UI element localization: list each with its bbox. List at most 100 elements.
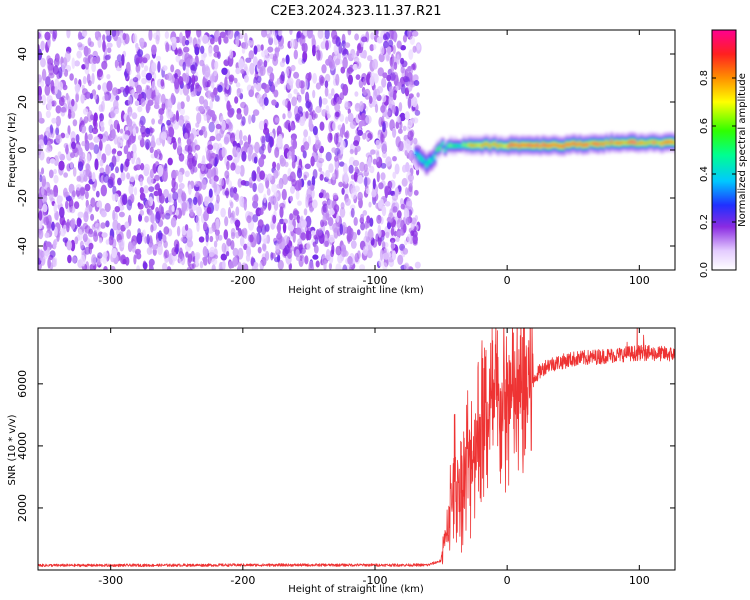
- noise-blob: [282, 173, 289, 186]
- noise-blob: [284, 244, 290, 255]
- signal-cell: [425, 163, 429, 167]
- noise-blob: [144, 215, 150, 223]
- noise-blob: [327, 216, 334, 227]
- noise-blob: [111, 30, 117, 37]
- noise-blob: [357, 191, 363, 201]
- signal-cell: [517, 145, 521, 148]
- noise-blob: [182, 84, 190, 96]
- noise-blob: [111, 155, 117, 168]
- noise-blob: [342, 57, 348, 69]
- noise-blob: [97, 84, 101, 91]
- signal-cell: [523, 144, 527, 147]
- noise-blob: [300, 219, 307, 228]
- noise-blob: [269, 72, 275, 82]
- noise-blob: [380, 172, 386, 181]
- noise-blob: [45, 76, 51, 87]
- noise-blob: [370, 32, 375, 40]
- noise-blob: [263, 97, 269, 106]
- noise-blob: [145, 200, 151, 208]
- noise-blob: [180, 101, 185, 109]
- signal-cell: [451, 145, 455, 148]
- noise-blob: [41, 186, 45, 196]
- noise-blob: [196, 206, 203, 217]
- noise-blob: [283, 235, 290, 245]
- noise-blob: [174, 73, 178, 79]
- noise-blob: [92, 56, 98, 64]
- noise-blob: [241, 227, 248, 236]
- noise-blob: [295, 78, 302, 89]
- colorbar-tick-label: 0.6: [699, 118, 710, 134]
- noise-blob: [354, 33, 359, 41]
- noise-blob: [239, 164, 245, 177]
- signal-cell: [462, 143, 466, 146]
- noise-blob: [412, 30, 419, 37]
- noise-blob: [203, 210, 209, 222]
- noise-blob: [206, 89, 210, 99]
- noise-blob: [142, 57, 148, 64]
- noise-blob: [400, 57, 405, 65]
- noise-blob: [334, 158, 339, 171]
- signal-cell: [538, 145, 543, 148]
- noise-blob: [94, 158, 99, 171]
- noise-blob: [305, 91, 310, 104]
- noise-blob: [236, 112, 243, 120]
- noise-blob: [337, 253, 343, 264]
- noise-blob: [304, 255, 309, 265]
- noise-blob: [315, 82, 321, 90]
- noise-blob: [52, 258, 58, 268]
- noise-blob: [52, 192, 58, 198]
- noise-blob: [47, 63, 52, 71]
- noise-blob: [326, 110, 331, 120]
- noise-blob: [116, 36, 122, 49]
- noise-blob: [71, 98, 75, 107]
- noise-blob: [186, 228, 193, 238]
- noise-blob: [355, 74, 361, 80]
- noise-blob: [211, 258, 218, 266]
- signal-cell: [493, 143, 498, 146]
- noise-blob: [236, 147, 242, 159]
- noise-blob: [264, 122, 268, 131]
- noise-blob: [66, 221, 70, 233]
- noise-blob: [398, 102, 403, 112]
- noise-blob: [359, 264, 366, 270]
- noise-blob: [375, 139, 381, 146]
- noise-blob: [38, 85, 42, 97]
- noise-blob: [105, 143, 112, 156]
- noise-blob: [38, 74, 43, 83]
- noise-blob: [57, 81, 64, 91]
- noise-blob: [333, 204, 340, 213]
- signal-cell: [472, 144, 476, 147]
- noise-blob: [267, 46, 274, 53]
- noise-blob: [354, 91, 359, 97]
- noise-blob: [143, 163, 150, 173]
- noise-blob: [239, 236, 245, 247]
- noise-blob: [102, 251, 108, 258]
- signal-cell: [583, 143, 587, 146]
- noise-blob: [245, 253, 251, 262]
- noise-blob: [335, 245, 342, 256]
- noise-blob: [325, 249, 331, 261]
- noise-blob: [277, 259, 284, 270]
- noise-blob: [345, 116, 349, 125]
- noise-blob: [49, 250, 56, 258]
- noise-blob: [69, 161, 74, 169]
- signal-cell: [562, 145, 566, 148]
- noise-blob: [367, 249, 373, 259]
- noise-blob: [74, 60, 80, 67]
- noise-blob: [81, 30, 88, 37]
- noise-blob: [327, 93, 333, 100]
- noise-blob: [99, 167, 105, 174]
- noise-blob: [279, 202, 285, 209]
- signal-cell: [417, 154, 421, 158]
- noise-blob: [253, 56, 258, 67]
- noise-blob: [239, 195, 245, 208]
- signal-cell: [623, 141, 627, 144]
- spectrogram-x-tick-label: 0: [504, 274, 511, 287]
- noise-blob: [60, 106, 67, 113]
- noise-blob: [287, 93, 293, 99]
- noise-blob: [40, 57, 46, 68]
- noise-blob: [393, 61, 398, 70]
- noise-blob: [204, 66, 211, 78]
- colorbar-tick-label: 0.2: [699, 214, 710, 230]
- noise-blob: [87, 133, 93, 141]
